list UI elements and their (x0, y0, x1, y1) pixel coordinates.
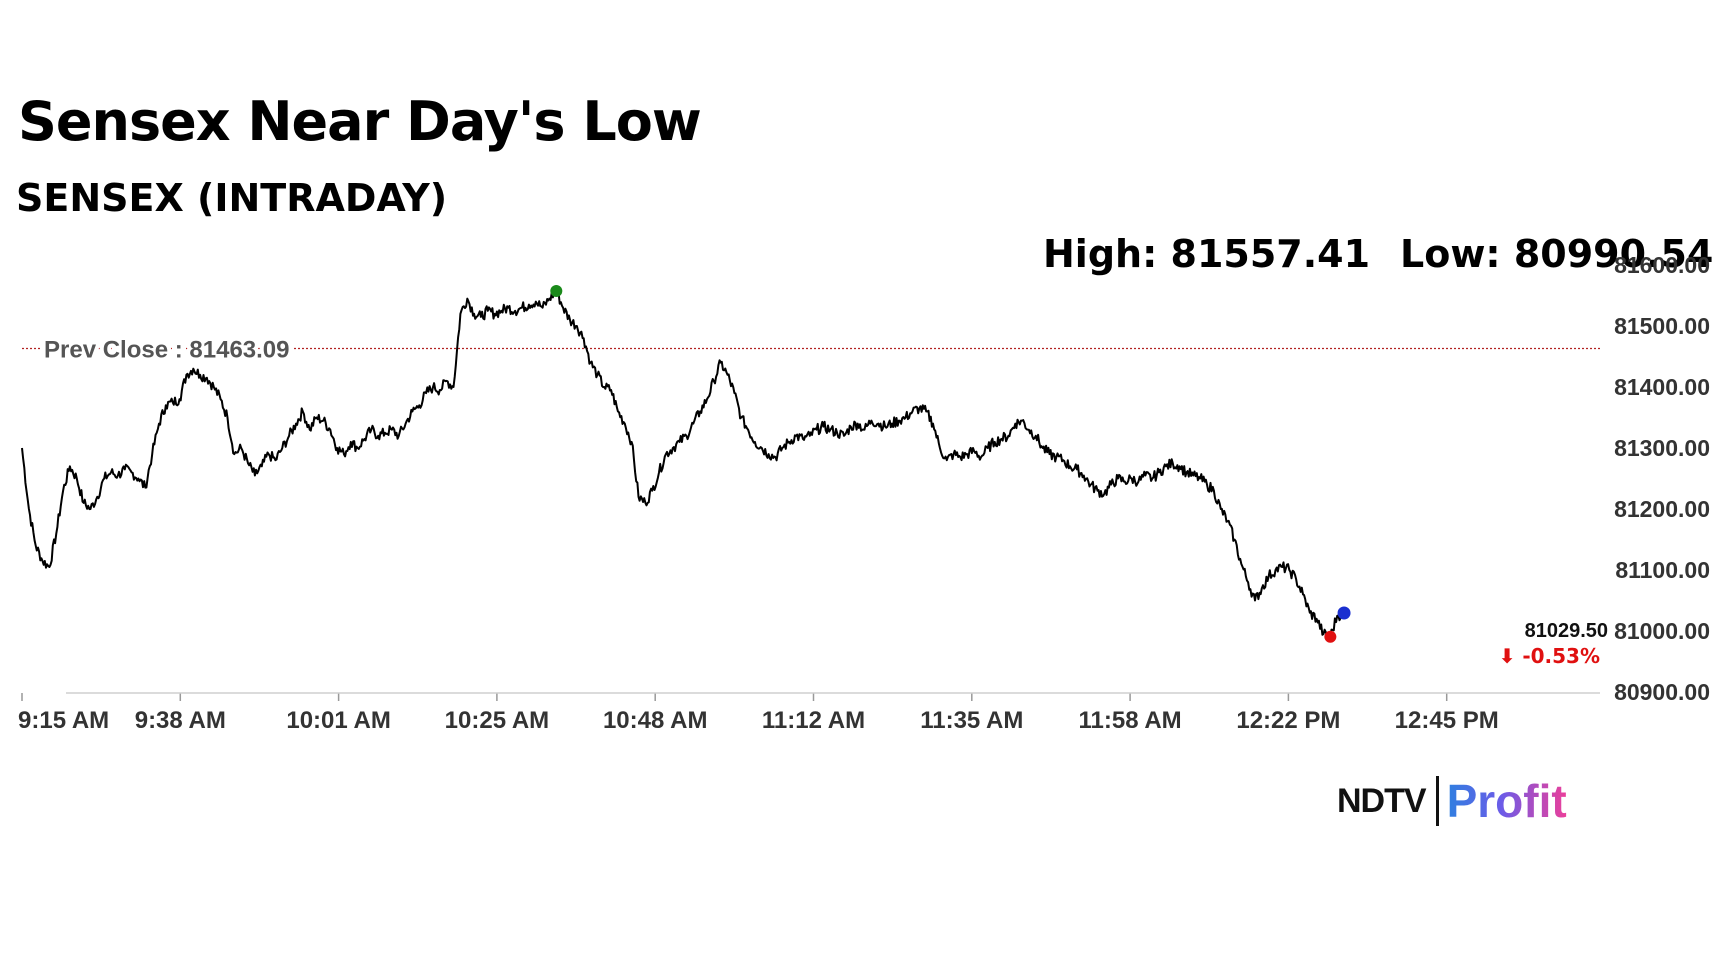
brand-profit-text: Profit (1446, 775, 1567, 827)
y-tick-label: 81000.00 (1614, 618, 1710, 644)
change-percent-label: ⬇ -0.53% (1499, 644, 1600, 668)
x-tick-label: 10:01 AM (286, 707, 390, 734)
chart-subheading: SENSEX (INTRADAY) (16, 176, 448, 220)
y-tick-label: 80900.00 (1614, 679, 1710, 705)
y-axis: 81600.00 81500.00 81400.00 81300.00 81200.00… (1614, 252, 1710, 705)
x-tick-label: 10:25 AM (445, 707, 549, 734)
brand-divider (1435, 776, 1439, 826)
price-line (21, 290, 1345, 639)
x-tick-label: 9:38 AM (135, 707, 226, 734)
day-high-label: High: 81557.41 (1043, 232, 1371, 276)
x-tick-label: 11:58 AM (1079, 707, 1182, 734)
y-tick-label: 81100.00 (1615, 557, 1710, 583)
y-tick-label: 81600.00 (1614, 252, 1710, 278)
high-marker (550, 284, 563, 297)
chart-headline: Sensex Near Day's Low (18, 90, 702, 153)
brand-ndtv-text: NDTV (1337, 781, 1427, 820)
x-axis: 9:15 AM 9:38 AM 10:01 AM 10:25 AM 10:48 AM 11… (18, 693, 1499, 734)
prev-close-label: Prev Close : 81463.09 (44, 337, 290, 364)
x-tick-label: 12:45 PM (1395, 707, 1499, 734)
x-tick-label: 12:22 PM (1236, 707, 1340, 734)
last-price-marker (1337, 606, 1351, 620)
day-low-label: Low: 80990.54 (1400, 232, 1714, 276)
x-tick-label: 11:12 AM (762, 707, 865, 734)
x-tick-label: 10:48 AM (603, 707, 707, 734)
y-tick-label: 81400.00 (1614, 374, 1710, 400)
y-tick-label: 81500.00 (1614, 313, 1710, 339)
last-price-label: 81029.50 (1525, 620, 1608, 642)
x-tick-label: 11:35 AM (920, 707, 1023, 734)
ndtv-profit-logo: NDTV Profit (1337, 774, 1567, 828)
low-marker (1324, 630, 1337, 643)
y-tick-label: 81200.00 (1614, 496, 1710, 522)
x-tick-label: 9:15 AM (18, 707, 109, 734)
y-tick-label: 81300.00 (1614, 435, 1710, 461)
